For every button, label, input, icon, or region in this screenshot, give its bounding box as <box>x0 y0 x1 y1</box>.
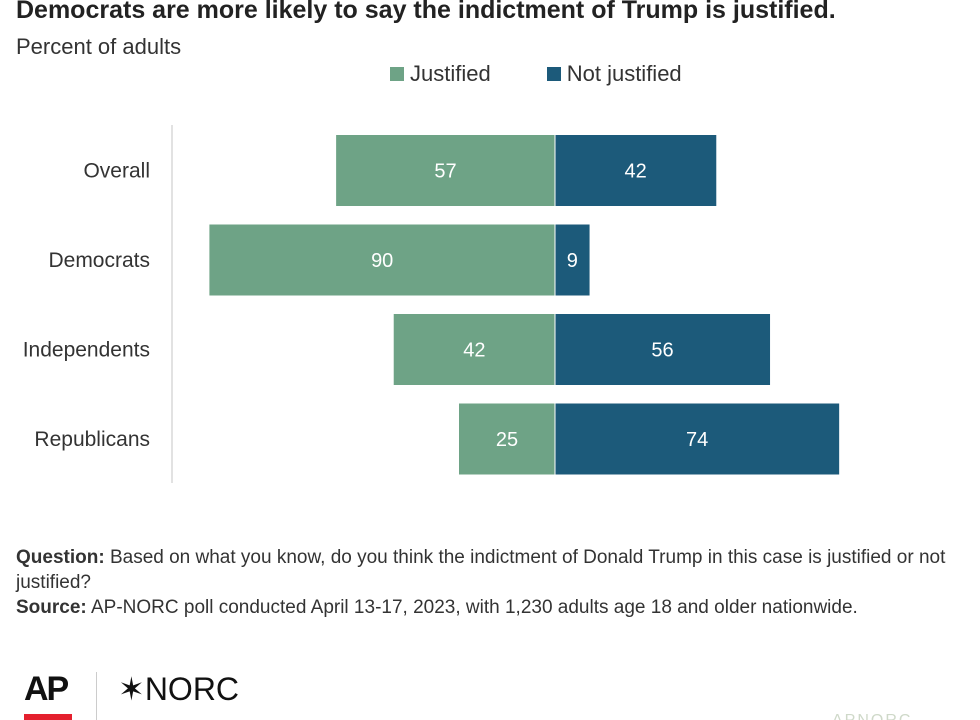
legend-item-not-justified: Not justified <box>546 61 682 87</box>
category-label: Democrats <box>48 249 150 272</box>
chart-title: Democrats are more likely to say the ind… <box>16 0 836 24</box>
legend-label-not-justified: Not justified <box>566 61 682 86</box>
bar-justified <box>336 135 555 206</box>
footer: AP ✶NORC APNORC <box>0 660 980 720</box>
question-note: Question: Based on what you know, do you… <box>16 545 966 595</box>
data-label-justified: 42 <box>463 340 485 362</box>
data-label-justified: 90 <box>371 250 393 272</box>
source-label: Source: <box>16 597 87 618</box>
data-label-justified: 25 <box>496 429 518 451</box>
norc-logo: ✶NORC <box>118 671 240 707</box>
chart-notes: Question: Based on what you know, do you… <box>16 545 966 620</box>
data-label-not-justified: 42 <box>625 161 647 183</box>
bar-not-justified <box>555 135 717 206</box>
data-label-not-justified: 9 <box>567 250 578 272</box>
source-note: Source: AP-NORC poll conducted April 13-… <box>16 595 966 620</box>
legend: Justified Not justified <box>390 61 682 87</box>
category-label: Overall <box>83 160 150 183</box>
ap-logo-bar <box>24 714 72 720</box>
bar-justified <box>459 403 555 475</box>
bar-justified <box>209 224 555 296</box>
watermark: APNORC <box>832 712 912 720</box>
bar-chart: Overall 57 42 Democrats 90 9 Independents 42 56 R… <box>23 125 840 483</box>
category-label: Independents <box>23 339 150 362</box>
bar-justified <box>393 314 555 385</box>
bar-not-justified <box>555 224 590 296</box>
ap-logo: AP <box>24 670 69 708</box>
question-text: Based on what you know, do you think the… <box>16 547 946 593</box>
legend-swatch-justified <box>390 67 404 81</box>
question-label: Question: <box>16 547 105 568</box>
logo-divider <box>96 672 97 720</box>
chart-subtitle: Percent of adults <box>16 34 182 59</box>
legend-label-justified: Justified <box>410 61 491 86</box>
bar-not-justified <box>555 314 771 385</box>
data-label-not-justified: 56 <box>651 340 673 362</box>
category-label: Republicans <box>34 428 150 451</box>
data-label-justified: 57 <box>434 161 456 183</box>
source-text: AP-NORC poll conducted April 13-17, 2023… <box>90 597 858 618</box>
legend-swatch-not-justified <box>546 67 561 81</box>
data-label-not-justified: 74 <box>686 429 708 451</box>
legend-item-justified: Justified <box>390 61 491 87</box>
bar-not-justified <box>555 403 840 475</box>
